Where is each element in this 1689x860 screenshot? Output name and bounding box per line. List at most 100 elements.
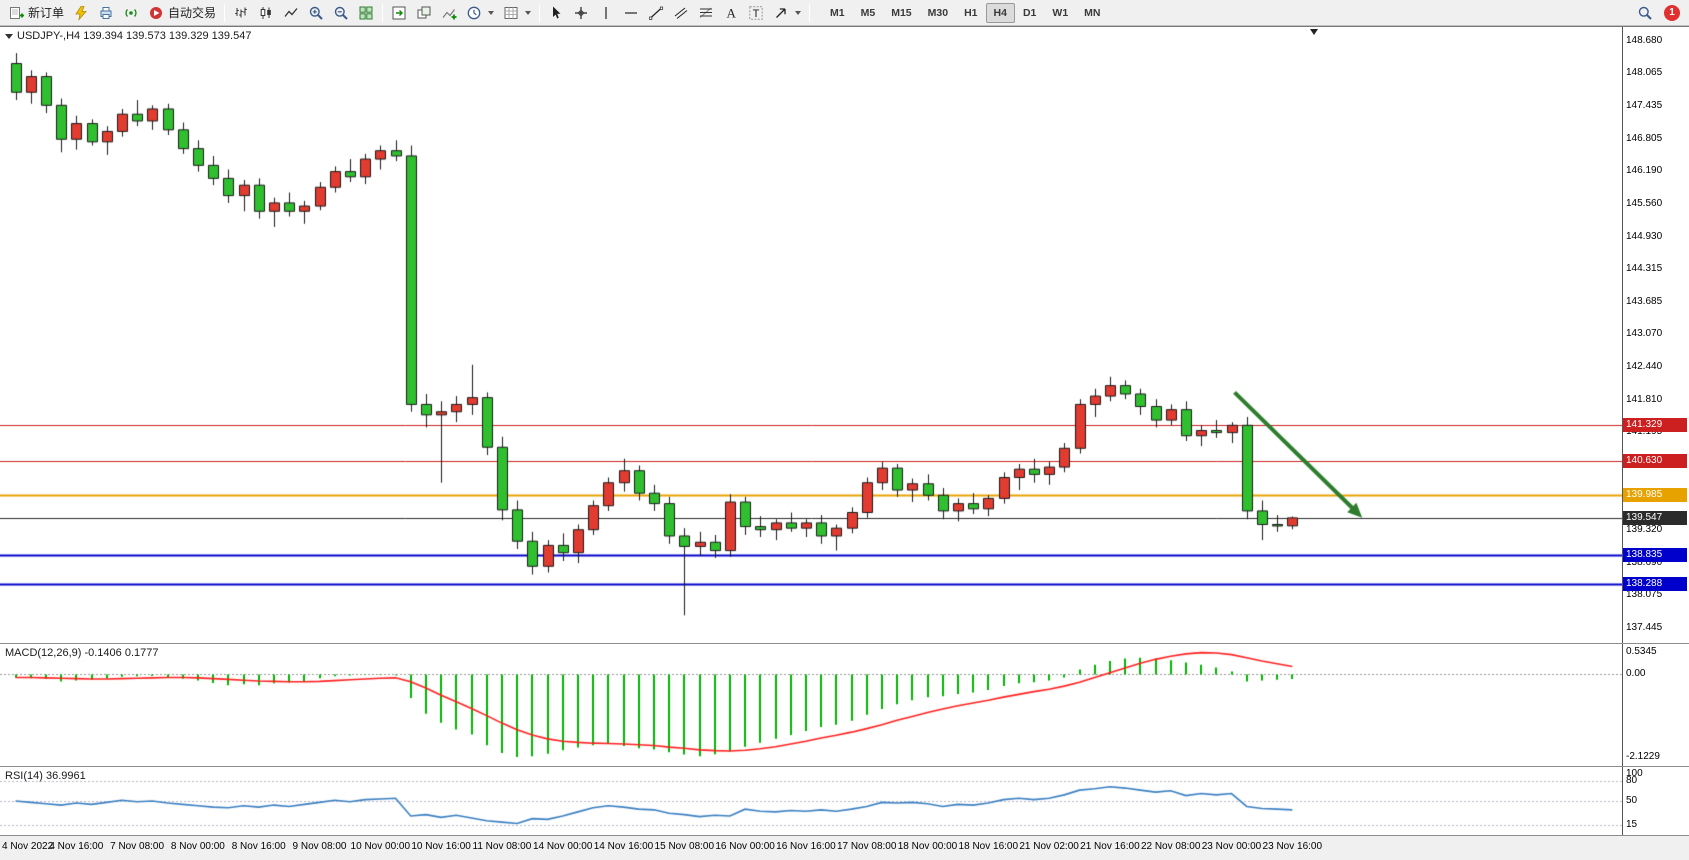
channel-button[interactable] — [669, 2, 693, 24]
auto-trading-icon — [150, 6, 163, 19]
price-chart-canvas[interactable] — [0, 27, 1622, 643]
resistance-line-badge: 140.630 — [1623, 454, 1687, 469]
chart-shift-end-marker-icon — [1309, 29, 1318, 35]
price-plot[interactable]: USDJPY-,H4 139.394 139.573 139.329 139.5… — [0, 27, 1623, 643]
chart-title: USDJPY-,H4 139.394 139.573 139.329 139.5… — [5, 30, 251, 42]
tile-windows-icon — [359, 6, 373, 19]
macd-axis-label: 0.00 — [1626, 667, 1646, 679]
timeframe-button-m15[interactable]: M15 — [891, 6, 912, 19]
text-button[interactable]: A — [719, 2, 743, 24]
rsi-axis[interactable]: 100 80 50 15 — [1623, 767, 1689, 835]
text-icon: A — [727, 5, 737, 20]
chart-menu-icon[interactable] — [5, 33, 13, 39]
support-line-badge: 138.288 — [1623, 576, 1687, 591]
time-axis-labels: 4 Nov 2022 4 Nov 16:00 7 Nov 08:00 8 Nov 00… — [0, 836, 1623, 860]
price-axis-label: 148.065 — [1626, 67, 1663, 79]
macd-panel: MACD(12,26,9) -0.1406 0.1777 0.5345 0.00 -… — [0, 644, 1689, 767]
print-button[interactable] — [94, 2, 118, 24]
macd-canvas[interactable] — [0, 644, 1622, 766]
line-chart-button[interactable] — [279, 2, 303, 24]
indicators-button[interactable] — [437, 2, 461, 24]
search-button[interactable] — [1633, 2, 1657, 24]
arrows-button[interactable] — [769, 2, 805, 24]
time-axis-label: 7 Nov 08:00 — [110, 841, 165, 852]
dropdown-caret-icon — [795, 10, 802, 15]
ohlc-bars-icon — [235, 7, 247, 17]
timeframe-button-m5[interactable]: M5 — [860, 6, 876, 19]
macd-axis-label: 0.5345 — [1626, 646, 1657, 658]
macd-plot[interactable]: MACD(12,26,9) -0.1406 0.1777 — [0, 644, 1623, 766]
macd-label: MACD(12,26,9) -0.1406 0.1777 — [5, 647, 159, 659]
time-axis-label: 8 Nov 00:00 — [170, 841, 225, 852]
new-order-icon — [10, 6, 24, 19]
toolbar: 新订单 自动交易 — [0, 0, 1689, 26]
cursor-icon — [553, 6, 561, 18]
zoom-in-button[interactable] — [304, 2, 328, 24]
metaeditor-button[interactable] — [69, 2, 93, 24]
new-order-button[interactable]: 新订单 — [4, 2, 68, 24]
horizontal-line-button[interactable] — [619, 2, 643, 24]
cursor-button[interactable] — [544, 2, 568, 24]
toolbar-separator — [539, 3, 541, 22]
candlestick-chart-button[interactable] — [254, 2, 278, 24]
pivot-line-badge: 139.985 — [1623, 488, 1687, 502]
time-axis-label: 16 Nov 00:00 — [715, 841, 775, 852]
price-axis-label: 143.685 — [1626, 295, 1663, 307]
new-order-label: 新订单 — [28, 6, 65, 20]
horizontal-line-icon — [625, 11, 638, 14]
toolbar-separator — [382, 3, 384, 22]
rsi-canvas[interactable] — [0, 767, 1622, 835]
timeframe-button-mn[interactable]: MN — [1084, 6, 1101, 19]
chart-title-text: USDJPY-,H4 139.394 139.573 139.329 139.5… — [17, 30, 252, 42]
timeframe-button-d1[interactable]: D1 — [1022, 6, 1037, 19]
dropdown-caret-icon — [525, 10, 532, 15]
timeframe-button-w1[interactable]: W1 — [1052, 6, 1069, 19]
data-window-button[interactable] — [119, 2, 143, 24]
search-icon — [1638, 6, 1652, 20]
price-axis-label: 144.930 — [1626, 230, 1663, 242]
template-grid-icon — [504, 6, 518, 19]
printer-icon — [100, 6, 112, 19]
fibonacci-button[interactable] — [694, 2, 718, 24]
auto-scroll-button[interactable] — [387, 2, 411, 24]
price-axis-label: 147.435 — [1626, 100, 1663, 112]
timeframe-group: M1 M5 M15 M30 H1 H4 D1 W1 MN — [822, 2, 1108, 23]
timeframe-button-m30[interactable]: M30 — [927, 6, 949, 19]
rsi-axis-label: 80 — [1626, 774, 1638, 786]
trendline-button[interactable] — [644, 2, 668, 24]
vertical-line-icon — [605, 6, 607, 19]
time-axis[interactable]: 4 Nov 2022 4 Nov 16:00 7 Nov 08:00 8 Nov 00… — [0, 836, 1689, 860]
rsi-plot[interactable]: RSI(14) 36.9961 — [0, 767, 1623, 835]
channel-icon — [674, 7, 688, 19]
chart-window: USDJPY-,H4 139.394 139.573 139.329 139.5… — [0, 26, 1689, 860]
support-line-badge: 138.835 — [1623, 548, 1687, 563]
price-axis-label: 146.190 — [1626, 165, 1663, 177]
zoom-out-button[interactable] — [329, 2, 353, 24]
text-label-icon: T — [749, 5, 763, 20]
time-axis-label: 18 Nov 00:00 — [897, 841, 958, 852]
timeframe-button-h4[interactable]: H4 — [985, 2, 1015, 23]
arrow-tool-icon — [776, 7, 786, 18]
bar-chart-button[interactable] — [229, 2, 253, 24]
time-axis-label: 21 Nov 16:00 — [1080, 841, 1140, 852]
notification-badge[interactable]: 1 — [1664, 4, 1680, 21]
timeframe-button-h1[interactable]: H1 — [964, 6, 978, 19]
zoom-out-icon — [334, 6, 348, 20]
price-axis-label: 146.805 — [1626, 132, 1663, 144]
rsi-label: RSI(14) 36.9961 — [5, 770, 86, 782]
auto-trading-button[interactable]: 自动交易 — [144, 2, 220, 24]
chart-shift-button[interactable] — [412, 2, 436, 24]
tile-windows-button[interactable] — [354, 2, 378, 24]
text-label-button[interactable]: T — [744, 2, 768, 24]
price-panel: USDJPY-,H4 139.394 139.573 139.329 139.5… — [0, 27, 1689, 644]
price-axis[interactable]: 148.680 148.065 147.435 146.805 146.190 145.5… — [1623, 27, 1689, 643]
timeframe-button-m1[interactable]: M1 — [830, 6, 845, 19]
templates-button[interactable] — [499, 2, 535, 24]
macd-axis[interactable]: 0.5345 0.00 -2.1229 — [1623, 644, 1689, 766]
toolbar-separator — [809, 3, 811, 22]
crosshair-button[interactable] — [569, 2, 593, 24]
vertical-line-button[interactable] — [594, 2, 618, 24]
periods-button[interactable] — [462, 2, 498, 24]
time-axis-label: 18 Nov 16:00 — [958, 841, 1019, 852]
